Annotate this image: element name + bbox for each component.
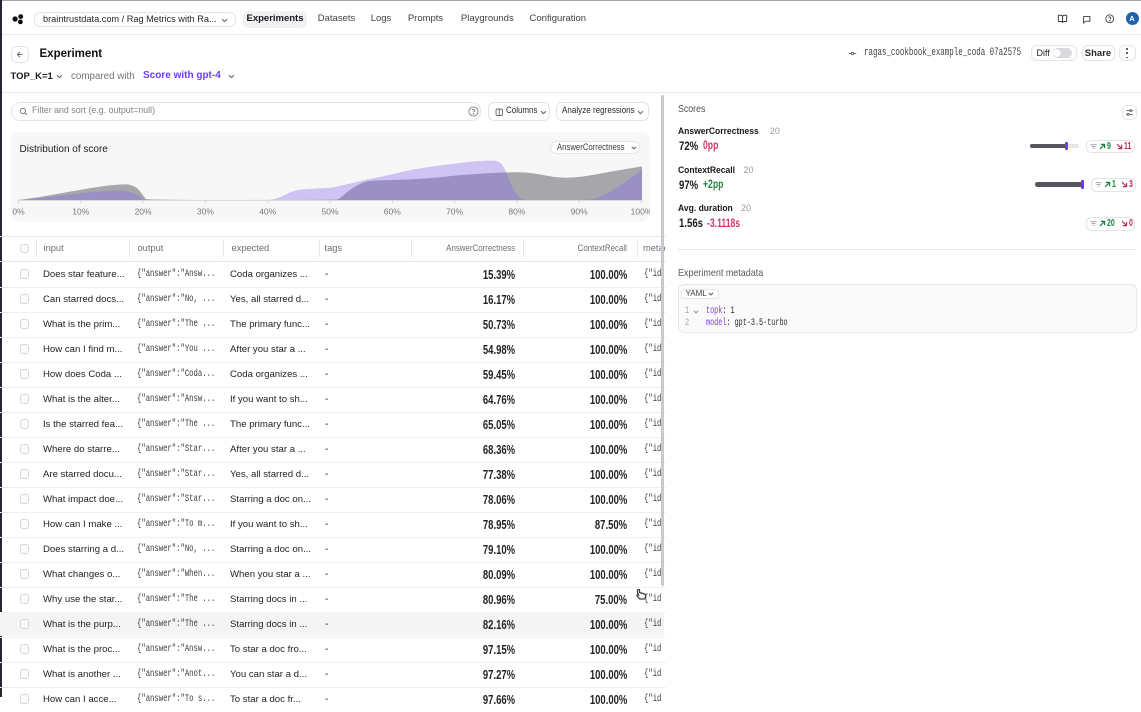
svg-text:40%: 40%	[259, 207, 276, 217]
svg-text:30%: 30%	[197, 207, 214, 217]
svg-text:70%: 70%	[446, 207, 463, 217]
svg-text:50%: 50%	[321, 207, 338, 217]
svg-text:10%: 10%	[72, 207, 89, 217]
svg-text:80%: 80%	[508, 207, 525, 217]
svg-text:90%: 90%	[571, 207, 588, 217]
svg-text:0%: 0%	[12, 207, 25, 217]
svg-text:20%: 20%	[135, 207, 152, 217]
svg-text:60%: 60%	[384, 207, 401, 217]
svg-text:100%: 100%	[631, 207, 650, 217]
